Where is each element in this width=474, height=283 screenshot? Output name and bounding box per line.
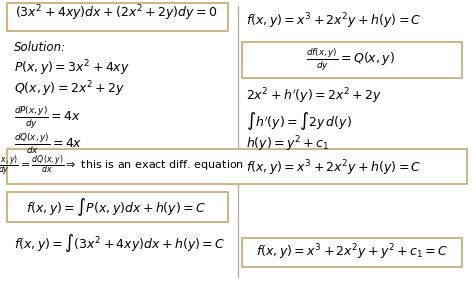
FancyBboxPatch shape (7, 149, 467, 184)
Text: $f(x,y)=x^3+2x^2y+y^2+c_1=C$: $f(x,y)=x^3+2x^2y+y^2+c_1=C$ (256, 243, 449, 262)
Text: $f(x,y)=x^3+2x^2y+h(y)=C$: $f(x,y)=x^3+2x^2y+h(y)=C$ (246, 158, 422, 178)
Text: $\int h'(y)=\int 2y\,d(y)$: $\int h'(y)=\int 2y\,d(y)$ (246, 110, 353, 132)
Text: $P(x,y)=3x^2+4xy$: $P(x,y)=3x^2+4xy$ (14, 58, 130, 78)
Text: $h(y)=y^2+c_1$: $h(y)=y^2+c_1$ (246, 134, 330, 154)
Text: $f(x,y)=\int(3x^2+4xy)dx+h(y)=C$: $f(x,y)=\int(3x^2+4xy)dx+h(y)=C$ (14, 232, 226, 254)
Text: $\frac{df(x,y)}{dy}=Q(x,y)$: $\frac{df(x,y)}{dy}=Q(x,y)$ (306, 46, 395, 72)
Text: $\frac{dQ(x,y)}{dx}=4x$: $\frac{dQ(x,y)}{dx}=4x$ (14, 132, 82, 156)
Text: $\frac{dP(x,y)}{dy}=\frac{dQ(x,y)}{dx}\Rightarrow$ this is an exact diff. equati: $\frac{dP(x,y)}{dy}=\frac{dQ(x,y)}{dx}\R… (0, 153, 244, 179)
Text: $2x^2+h'(y)=2x^2+2y$: $2x^2+h'(y)=2x^2+2y$ (246, 86, 383, 106)
FancyBboxPatch shape (7, 192, 228, 222)
Text: $Q(x,y)=2x^2+2y$: $Q(x,y)=2x^2+2y$ (14, 80, 125, 99)
FancyBboxPatch shape (242, 42, 462, 78)
Text: $\frac{dP(x,y)}{dy}=4x$: $\frac{dP(x,y)}{dy}=4x$ (14, 104, 81, 130)
Text: $f(x,y)=\int P(x,y)dx+h(y)=C$: $f(x,y)=\int P(x,y)dx+h(y)=C$ (26, 196, 206, 218)
Text: $(3x^2+4xy)dx+(2x^2+2y)dy=0$: $(3x^2+4xy)dx+(2x^2+2y)dy=0$ (15, 3, 218, 23)
FancyBboxPatch shape (242, 238, 462, 267)
Text: Solution:: Solution: (14, 41, 66, 54)
FancyBboxPatch shape (7, 3, 228, 31)
Text: $f(x,y)=x^3+2x^2y+h(y)=C$: $f(x,y)=x^3+2x^2y+h(y)=C$ (246, 11, 422, 31)
